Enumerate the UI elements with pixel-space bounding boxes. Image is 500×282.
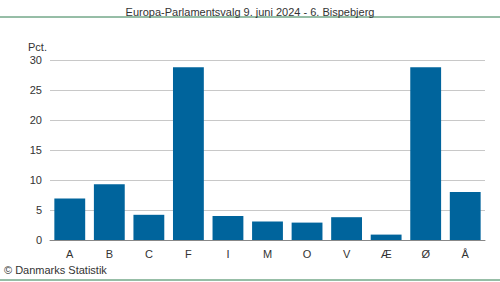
svg-text:A: A xyxy=(66,248,74,260)
svg-text:Ø: Ø xyxy=(421,248,430,260)
svg-text:C: C xyxy=(145,248,153,260)
svg-text:20: 20 xyxy=(30,114,42,126)
svg-text:5: 5 xyxy=(36,204,42,216)
svg-text:Å: Å xyxy=(462,248,470,260)
svg-text:Europa-Parlamentsvalg 9. juni: Europa-Parlamentsvalg 9. juni 2024 - 6. … xyxy=(126,6,375,18)
svg-text:I: I xyxy=(226,248,229,260)
svg-text:© Danmarks Statistik: © Danmarks Statistik xyxy=(4,264,107,276)
svg-text:V: V xyxy=(343,248,351,260)
svg-text:15: 15 xyxy=(30,144,42,156)
svg-text:M: M xyxy=(263,248,272,260)
svg-text:10: 10 xyxy=(30,174,42,186)
svg-text:Pct.: Pct. xyxy=(28,41,47,53)
svg-text:O: O xyxy=(303,248,312,260)
svg-text:30: 30 xyxy=(30,54,42,66)
svg-text:0: 0 xyxy=(36,234,42,246)
svg-text:25: 25 xyxy=(30,84,42,96)
svg-text:B: B xyxy=(106,248,113,260)
svg-text:F: F xyxy=(185,248,192,260)
svg-text:Æ: Æ xyxy=(381,248,392,260)
